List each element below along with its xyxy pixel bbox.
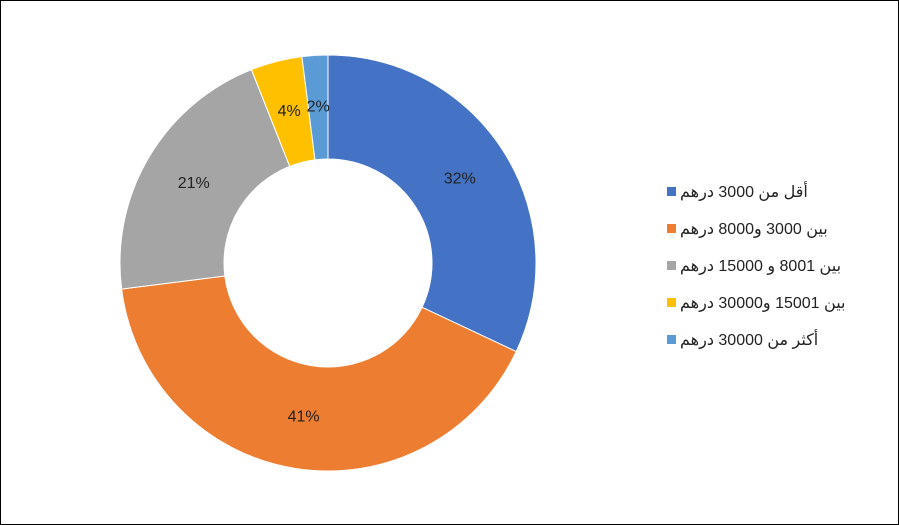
- legend-item: بين 3000 و8000 درهم: [667, 210, 845, 247]
- legend-swatch: [667, 187, 676, 196]
- legend-item: أقل من 3000 درهم: [667, 173, 845, 210]
- data-label: 32%: [444, 171, 476, 188]
- slice: [121, 275, 517, 472]
- legend-label: أكثر من 30000 درهم: [680, 331, 819, 349]
- legend-label: بين 8001 و 15000 درهم: [680, 257, 842, 275]
- data-label: 21%: [178, 175, 210, 192]
- data-label: 41%: [288, 408, 320, 425]
- legend-label: بين 3000 و8000 درهم: [680, 220, 828, 238]
- data-label: 2%: [307, 99, 330, 116]
- legend-swatch: [667, 224, 676, 233]
- legend-swatch: [667, 298, 676, 307]
- legend: أقل من 3000 درهم بين 3000 و8000 درهم بين 8…: [667, 173, 845, 358]
- legend-label: أقل من 3000 درهم: [680, 183, 808, 201]
- slice: [301, 54, 329, 161]
- data-label: 4%: [278, 103, 301, 120]
- slice: [327, 54, 537, 353]
- legend-swatch: [667, 261, 676, 270]
- slice: [119, 68, 291, 290]
- legend-item: أكثر من 30000 درهم: [667, 321, 845, 358]
- legend-item: بين 15001 و30000 درهم: [667, 284, 845, 321]
- legend-label: بين 15001 و30000 درهم: [680, 294, 846, 312]
- plot: 32% 41% 21% 4% 2%: [119, 54, 537, 472]
- legend-swatch: [667, 335, 676, 344]
- legend-item: بين 8001 و 15000 درهم: [667, 247, 845, 284]
